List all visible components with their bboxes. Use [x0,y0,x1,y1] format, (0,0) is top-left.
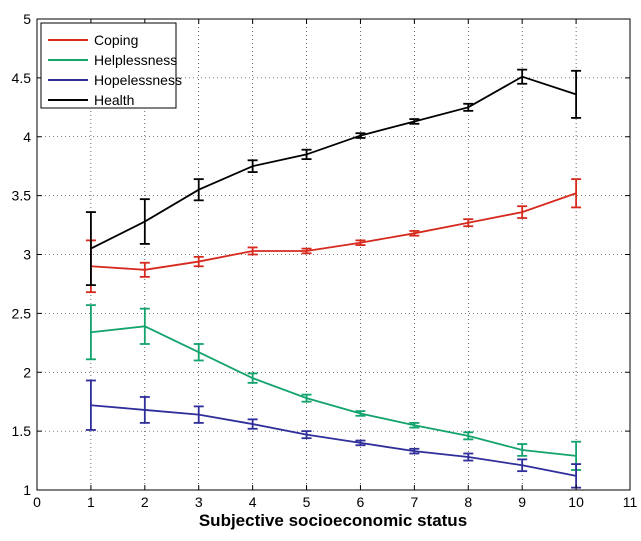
series-layer [85,68,582,489]
error-bar [193,343,204,362]
error-bar [247,159,258,173]
error-bar [409,230,420,237]
legend-label-health: Health [94,92,134,108]
legend-label-coping: Coping [94,32,138,48]
y-tick-label: 4.5 [12,70,32,86]
error-bar [409,421,420,429]
legend-box [40,22,177,109]
legend-label-helplessness: Helplessness [94,52,177,68]
error-bar [463,431,474,441]
x-tick-label: 5 [303,494,311,510]
error-bar [193,255,204,268]
error-bar [571,178,582,209]
x-tick-label: 6 [357,494,365,510]
error-bar [85,379,96,431]
error-bar [139,261,150,278]
error-bar [571,69,582,119]
error-bar [517,205,528,219]
x-tick-label: 7 [410,494,418,510]
error-bar [463,218,474,228]
legend-label-hopelessness: Hopelessness [94,72,182,88]
y-tick-label: 2.5 [12,305,32,321]
y-tick-label: 1 [23,482,31,498]
error-bar [301,148,312,161]
y-tick-label: 5 [23,11,31,27]
error-bar [463,102,474,112]
error-bar [139,198,150,245]
error-bar [193,178,204,202]
error-bar [85,304,96,361]
x-tick-label: 1 [87,494,95,510]
series-line-helplessness [90,325,577,457]
error-bar [463,452,474,462]
x-tick-label: 0 [33,494,41,510]
error-bar [517,458,528,473]
error-bar [409,118,420,125]
x-tick-label: 8 [464,494,472,510]
error-bar [247,246,258,256]
series-line-health [90,75,577,250]
error-bar [139,396,150,424]
y-tick-label: 1.5 [12,423,32,439]
x-tick-label: 9 [518,494,526,510]
error-bar [355,239,366,246]
series-helplessness [85,304,582,471]
series-line-hopelessness [90,404,577,477]
error-bar [301,247,312,255]
series-line-coping [90,192,577,271]
x-tick-label: 10 [568,494,584,510]
x-tick-label: 11 [623,494,638,510]
error-bar [517,443,528,457]
legend: Coping Helplessness Hopelessness Health [40,22,182,109]
error-bar [409,447,420,455]
error-bar [247,372,258,384]
x-axis-label: Subjective socioeconomic status [199,511,467,530]
x-tick-label: 3 [195,494,203,510]
error-bar [193,405,204,424]
y-tick-label: 2 [23,364,31,380]
x-tick-label: 4 [249,494,257,510]
error-bar [301,393,312,403]
y-tick-label: 3.5 [12,188,32,204]
y-tick-label: 3 [23,247,31,263]
error-bar [517,68,528,85]
error-bar [355,132,366,139]
x-tick-label: 2 [141,494,149,510]
error-bar [139,307,150,345]
error-bar [355,439,366,447]
series-health [85,68,582,287]
series-hopelessness [85,379,582,489]
error-bar [247,418,258,430]
y-tick-label: 4 [23,129,31,145]
error-bar [355,410,366,417]
error-bar [85,211,96,287]
error-bar [301,430,312,440]
